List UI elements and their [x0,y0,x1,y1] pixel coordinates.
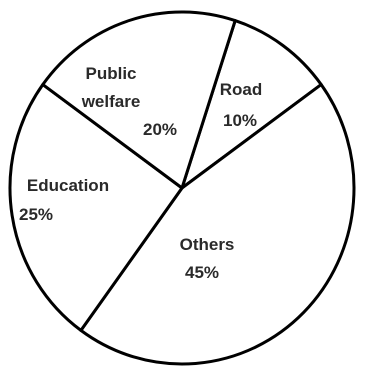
slice-value-label: 45% [185,263,219,282]
slice-label: Others [180,235,235,254]
pie-slice-road [180,19,323,190]
pie-slice-others [79,83,356,366]
pie-slice-public-welfare [41,10,237,190]
slice-value-label: 25% [19,205,53,224]
slice-label: Public [85,64,136,83]
slice-value-label: 20% [143,120,177,139]
slice-value-label: 10% [223,111,257,130]
pie-slices [8,10,356,366]
slice-label: welfare [81,92,141,111]
slice-label: Road [220,80,263,99]
pie-labels: Road 10% Others 45% Education 25% Public welfar… [19,64,262,282]
slice-label: Education [27,176,109,195]
pie-slice-education [8,83,184,332]
